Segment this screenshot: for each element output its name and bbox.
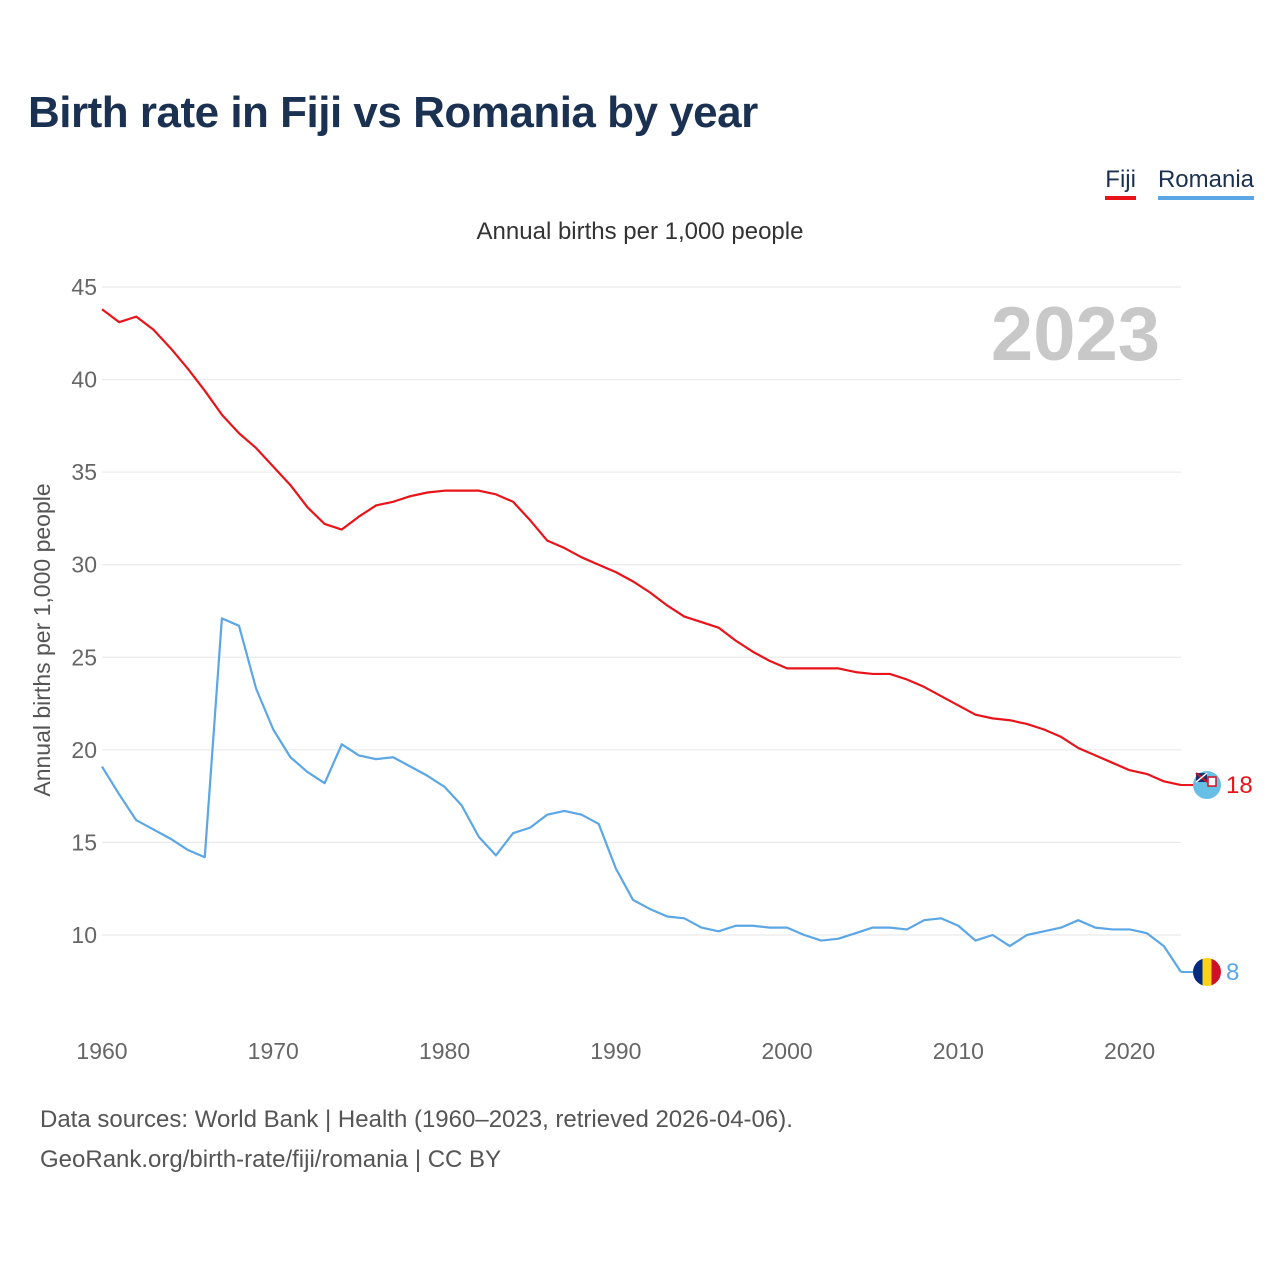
end-label-romania: 8 (1226, 959, 1239, 986)
y-tick-label-20: 20 (71, 737, 97, 763)
y-tick-label-40: 40 (71, 367, 97, 393)
x-tick-label-2010: 2010 (933, 1038, 984, 1064)
y-tick-label-35: 35 (71, 459, 97, 485)
legend-label-fiji: Fiji (1105, 166, 1136, 193)
y-tick-label-30: 30 (71, 552, 97, 578)
y-tick-label-10: 10 (71, 922, 97, 948)
legend-swatch-fiji (1105, 196, 1136, 200)
year-watermark: 2023 (991, 292, 1160, 377)
flag-romania-icon (1193, 958, 1221, 987)
chart-subtitle: Annual births per 1,000 people (476, 218, 804, 245)
legend-label-romania: Romania (1157, 166, 1254, 193)
legend: Fiji Romania (1105, 166, 1254, 200)
y-axis-ticks: 10 15 20 25 30 35 40 45 (71, 274, 97, 948)
flag-fiji-icon (1193, 771, 1221, 800)
grid-lines (102, 286, 1181, 936)
source-line-1: Data sources: World Bank | Health (1960–… (40, 1106, 793, 1133)
y-tick-label-45: 45 (71, 274, 97, 300)
x-tick-label-1970: 1970 (248, 1038, 299, 1064)
source-line-2[interactable]: GeoRank.org/birth-rate/fiji/romania | CC… (40, 1146, 502, 1173)
series-group: 18 8 (101, 308, 1253, 987)
x-tick-label-2000: 2000 (761, 1038, 812, 1064)
x-axis-ticks: 1960 1970 1980 1990 2000 2010 2020 (76, 1038, 1155, 1064)
x-tick-label-1980: 1980 (419, 1038, 470, 1064)
x-tick-label-1960: 1960 (76, 1038, 127, 1064)
end-label-fiji: 18 (1226, 772, 1253, 799)
x-tick-label-2020: 2020 (1104, 1038, 1155, 1064)
legend-item-fiji[interactable]: Fiji (1105, 166, 1136, 200)
legend-item-romania[interactable]: Romania (1157, 166, 1254, 200)
legend-swatch-romania (1157, 196, 1254, 200)
chart-title: Birth rate in Fiji vs Romania by year (28, 88, 758, 137)
y-tick-label-25: 25 (71, 644, 97, 670)
series-line-fiji (101, 308, 1182, 787)
series-line-romania (101, 617, 1182, 973)
y-tick-label-15: 15 (71, 829, 97, 855)
x-tick-label-1990: 1990 (590, 1038, 641, 1064)
y-axis-label: Annual births per 1,000 people (29, 483, 55, 796)
